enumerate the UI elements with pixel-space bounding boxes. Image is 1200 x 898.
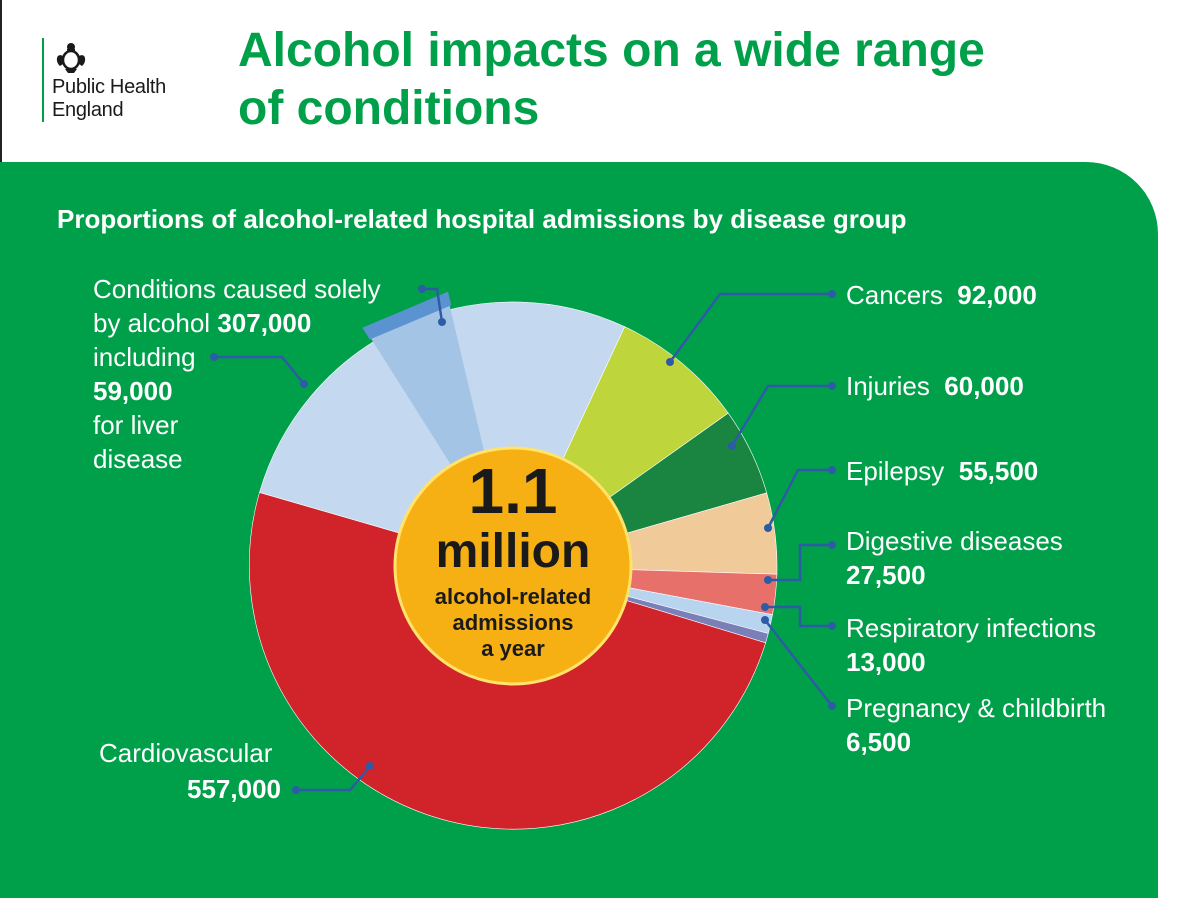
leader-epilepsy xyxy=(766,468,832,529)
epilepsy-value: 55,500 xyxy=(958,456,1039,486)
digestive-name: Digestive diseases xyxy=(846,526,1063,556)
leader-solely-start-dot xyxy=(418,285,426,293)
solely-line-2: by alcohol 307,000 xyxy=(93,306,381,340)
pregnancy-name: Pregnancy & childbirth xyxy=(846,693,1107,723)
leader-lines xyxy=(210,285,836,794)
center-big-unit: million xyxy=(436,525,591,578)
leader-epilepsy-end-dot xyxy=(764,524,772,532)
logo-text: Public Health England xyxy=(52,76,166,122)
injuries-value: 60,000 xyxy=(944,371,1024,401)
solely-line-6: disease xyxy=(93,444,183,474)
center-circle xyxy=(393,446,633,686)
epilepsy-name: Epilepsy xyxy=(846,456,945,486)
leader-digestive-end-dot xyxy=(764,576,772,584)
respiratory-value: 13,000 xyxy=(846,647,926,677)
logo-rule xyxy=(42,38,44,122)
center-caption-3: a year xyxy=(481,636,545,661)
liver-value: 59,000 xyxy=(93,376,173,406)
injuries-name: Injuries xyxy=(846,371,930,401)
cardiovascular-value: 557,000 xyxy=(187,774,281,804)
leader-injuries xyxy=(730,384,832,447)
leader-cancers xyxy=(668,292,832,363)
label-cardiovascular-value: 557,000 xyxy=(187,772,281,806)
title-line-2: of conditions xyxy=(238,82,540,135)
logo-line-2: England xyxy=(52,99,124,121)
leader-liver-end-dot xyxy=(300,380,308,388)
leader-respiratory-start-dot xyxy=(828,622,836,630)
phe-logo: Public Health England xyxy=(42,38,212,128)
royal-crest-icon xyxy=(56,43,86,73)
label-epilepsy: Epilepsy 55,500 xyxy=(846,454,1038,488)
leader-pregnancy-start-dot xyxy=(828,702,836,710)
leader-liver xyxy=(214,355,305,385)
digestive-value: 27,500 xyxy=(846,560,926,590)
solely-line-1: Conditions caused solely xyxy=(93,274,381,304)
leader-cardiovascular xyxy=(296,765,371,792)
solely-value: 307,000 xyxy=(217,308,312,338)
cancers-value: 92,000 xyxy=(957,280,1037,310)
center-caption-1: alcohol-related xyxy=(435,584,591,609)
label-injuries: Injuries 60,000 xyxy=(846,369,1024,403)
leader-respiratory xyxy=(765,605,832,628)
leader-cardiovascular-start-dot xyxy=(292,786,300,794)
liver-disease-highlight-band xyxy=(362,291,452,340)
leader-digestive-start-dot xyxy=(828,541,836,549)
label-solely-alcohol: Conditions caused solely by alcohol 307,… xyxy=(93,272,381,476)
cardiovascular-name: Cardiovascular xyxy=(99,738,273,768)
chart-title: Proportions of alcohol-related hospital … xyxy=(57,204,907,234)
leader-pregnancy-end-dot xyxy=(761,616,769,624)
center-caption-2: admissions xyxy=(452,610,573,635)
leader-liver-start-dot xyxy=(210,353,218,361)
pregnancy-value: 6,500 xyxy=(846,727,912,757)
page-title: Alcohol impacts on a wide range of condi… xyxy=(238,22,1138,138)
title-line-1: Alcohol impacts on a wide range xyxy=(238,24,985,77)
leader-respiratory-end-dot xyxy=(761,603,769,611)
leader-solely-end-dot xyxy=(438,318,446,326)
leader-digestive xyxy=(768,543,832,582)
center-big-value: 1.1 xyxy=(469,455,558,527)
solely-line-2-text: by alcohol xyxy=(93,308,211,338)
logo-line-1: Public Health xyxy=(52,76,166,98)
solely-line-3: including xyxy=(93,342,196,372)
leader-epilepsy-start-dot xyxy=(828,466,836,474)
leader-injuries-start-dot xyxy=(828,382,836,390)
label-respiratory: Respiratory infections 13,000 xyxy=(846,611,1096,679)
solely-line-4: 59,000 xyxy=(93,374,381,408)
respiratory-name: Respiratory infections xyxy=(846,613,1096,643)
label-cardiovascular: Cardiovascular xyxy=(99,736,272,770)
cancers-name: Cancers xyxy=(846,280,943,310)
solely-line-5: for liver xyxy=(93,410,179,440)
label-digestive: Digestive diseases 27,500 xyxy=(846,524,1063,592)
leader-injuries-end-dot xyxy=(728,442,736,450)
leader-cardiovascular-end-dot xyxy=(366,762,374,770)
leader-cancers-end-dot xyxy=(666,358,674,366)
label-pregnancy: Pregnancy & childbirth 6,500 xyxy=(846,691,1106,759)
leader-solely xyxy=(422,287,444,323)
leader-pregnancy xyxy=(764,619,833,707)
leader-cancers-start-dot xyxy=(828,290,836,298)
label-cancers: Cancers 92,000 xyxy=(846,278,1037,312)
